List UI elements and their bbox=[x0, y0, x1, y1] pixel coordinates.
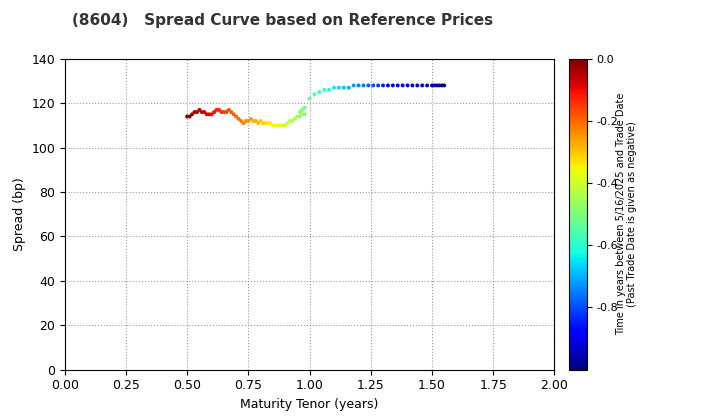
Point bbox=[211, 107, 222, 113]
Point bbox=[253, 120, 264, 126]
Point bbox=[199, 109, 210, 116]
Point bbox=[206, 111, 217, 118]
Point bbox=[245, 116, 256, 122]
Y-axis label: Time in years between 5/16/2025 and Trade Date
(Past Trade Date is given as nega: Time in years between 5/16/2025 and Trad… bbox=[616, 93, 637, 336]
Point bbox=[240, 118, 252, 124]
Point bbox=[213, 107, 225, 113]
Point bbox=[230, 113, 242, 120]
Point bbox=[233, 116, 244, 122]
Point bbox=[204, 111, 215, 118]
Y-axis label: Spread (bp): Spread (bp) bbox=[13, 177, 26, 251]
Point bbox=[228, 111, 240, 118]
Point bbox=[348, 82, 359, 89]
Point bbox=[323, 87, 335, 93]
Point bbox=[250, 118, 261, 124]
Point bbox=[225, 109, 237, 116]
Point bbox=[292, 113, 303, 120]
Point bbox=[318, 87, 330, 93]
Point bbox=[235, 118, 247, 124]
Point bbox=[208, 109, 220, 116]
Point bbox=[426, 82, 438, 89]
Point bbox=[255, 118, 266, 124]
Point bbox=[186, 111, 198, 118]
Point bbox=[294, 109, 305, 116]
Point bbox=[338, 84, 350, 91]
Point bbox=[363, 82, 374, 89]
Point bbox=[284, 118, 296, 124]
Point bbox=[181, 113, 193, 120]
Point bbox=[269, 122, 281, 129]
Point bbox=[238, 120, 249, 126]
Point bbox=[220, 109, 232, 116]
Point bbox=[367, 82, 379, 89]
Point bbox=[262, 120, 274, 126]
Point bbox=[382, 82, 394, 89]
Point bbox=[274, 122, 286, 129]
Point bbox=[277, 122, 289, 129]
Point bbox=[267, 122, 279, 129]
Point bbox=[265, 120, 276, 126]
Point bbox=[216, 109, 228, 116]
Point bbox=[282, 120, 293, 126]
Point bbox=[260, 120, 271, 126]
Point bbox=[431, 82, 443, 89]
Point bbox=[372, 82, 384, 89]
Point bbox=[343, 84, 354, 91]
Point bbox=[392, 82, 403, 89]
Point bbox=[248, 118, 259, 124]
Point bbox=[294, 113, 305, 120]
X-axis label: Maturity Tenor (years): Maturity Tenor (years) bbox=[240, 398, 379, 411]
Point bbox=[377, 82, 389, 89]
Point bbox=[433, 82, 445, 89]
Point bbox=[272, 122, 284, 129]
Point bbox=[279, 122, 291, 129]
Point bbox=[314, 89, 325, 95]
Point bbox=[297, 111, 308, 118]
Point bbox=[243, 118, 254, 124]
Point bbox=[428, 82, 440, 89]
Point bbox=[196, 109, 207, 116]
Point bbox=[189, 109, 200, 116]
Point bbox=[257, 120, 269, 126]
Point bbox=[387, 82, 399, 89]
Point bbox=[421, 82, 433, 89]
Point bbox=[218, 109, 230, 116]
Point bbox=[192, 109, 203, 116]
Point bbox=[299, 104, 310, 111]
Point bbox=[299, 111, 310, 118]
Point bbox=[304, 95, 315, 102]
Point bbox=[309, 91, 320, 98]
Point bbox=[201, 111, 212, 118]
Point bbox=[407, 82, 418, 89]
Point bbox=[289, 116, 301, 122]
Point bbox=[438, 82, 450, 89]
Point bbox=[402, 82, 413, 89]
Point bbox=[297, 107, 308, 113]
Point bbox=[397, 82, 408, 89]
Point bbox=[184, 113, 195, 120]
Point bbox=[223, 107, 235, 113]
Point bbox=[436, 82, 448, 89]
Point bbox=[353, 82, 364, 89]
Point bbox=[358, 82, 369, 89]
Point bbox=[328, 84, 340, 91]
Text: (8604)   Spread Curve based on Reference Prices: (8604) Spread Curve based on Reference P… bbox=[72, 13, 493, 28]
Point bbox=[287, 118, 298, 124]
Point bbox=[333, 84, 345, 91]
Point bbox=[412, 82, 423, 89]
Point bbox=[194, 107, 205, 113]
Point bbox=[416, 82, 428, 89]
